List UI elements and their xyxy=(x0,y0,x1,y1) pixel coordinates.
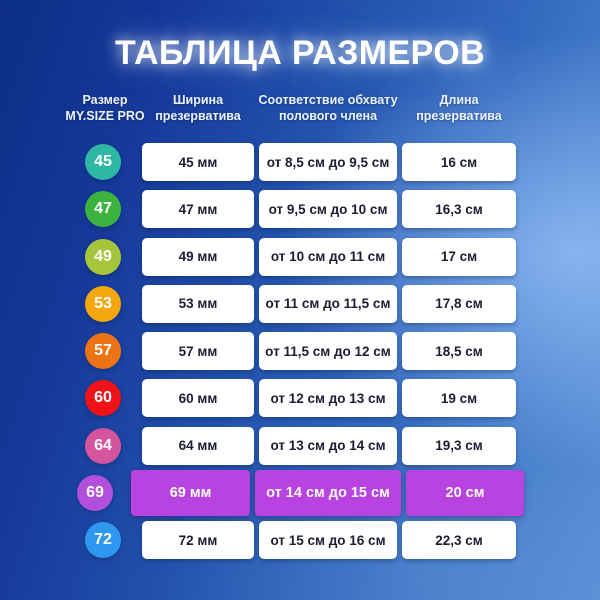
girth-cell: от 11,5 см до 12 см xyxy=(259,332,397,371)
table-row: 53 53 мм от 11 см до 11,5 см 17,8 см xyxy=(0,284,600,323)
width-cell: 57 мм xyxy=(142,332,254,371)
length-cell: 22,3 см xyxy=(402,521,516,560)
page-title: ТАБЛИЦА РАЗМЕРОВ xyxy=(114,34,486,72)
table-row: 72 72 мм от 15 см до 16 см 22,3 см xyxy=(0,521,600,560)
table-row: 57 57 мм от 11,5 см до 12 см 18,5 см xyxy=(0,332,600,371)
girth-cell: от 14 см до 15 см xyxy=(255,470,401,517)
size-badge: 57 xyxy=(85,333,121,370)
table-row: 45 45 мм от 8,5 см до 9,5 см 16 см xyxy=(0,143,600,181)
girth-cell: от 13 см до 14 см xyxy=(259,426,397,465)
width-cell: 47 мм xyxy=(142,190,254,229)
column-header-line: презерватива xyxy=(155,109,241,123)
length-cell: 18,5 см xyxy=(402,332,516,371)
column-header-line: полового члена xyxy=(278,109,378,123)
width-cell: 49 мм xyxy=(142,237,254,276)
size-badge: 60 xyxy=(85,380,121,417)
girth-cell: от 8,5 см до 9,5 см xyxy=(259,143,397,181)
column-header-line: Соответствие обхвату xyxy=(258,93,398,107)
length-cell: 17,8 см xyxy=(402,284,516,323)
column-header-girth: Соответствие обхвату полового члена xyxy=(248,92,408,124)
column-header-width: Ширина презерватива xyxy=(142,92,254,124)
width-cell: 69 мм xyxy=(131,470,250,517)
width-cell: 45 мм xyxy=(142,143,254,181)
width-cell: 53 мм xyxy=(142,284,254,323)
column-header-line: Размер xyxy=(82,93,128,107)
column-header-length: Длина презерватива xyxy=(395,92,523,124)
girth-cell: от 12 см до 13 см xyxy=(259,379,397,418)
length-cell: 17 см xyxy=(402,237,516,276)
girth-cell: от 9,5 см до 10 см xyxy=(259,190,397,229)
column-header-line: MY.SIZE PRO xyxy=(65,109,145,123)
girth-cell: от 15 см до 16 см xyxy=(259,521,397,560)
length-cell: 16,3 см xyxy=(402,190,516,229)
table-row: 47 47 мм от 9,5 см до 10 см 16,3 см xyxy=(0,190,600,229)
size-badge: 49 xyxy=(85,238,121,275)
table-row: 64 64 мм от 13 см до 14 см 19,3 см xyxy=(0,426,600,465)
table-row: 69 69 мм от 14 см до 15 см 20 см xyxy=(0,470,600,517)
column-header-line: презерватива xyxy=(416,109,502,123)
girth-cell: от 10 см до 11 см xyxy=(259,237,397,276)
width-cell: 64 мм xyxy=(142,426,254,465)
table-row: 49 49 мм от 10 см до 11 см 17 см xyxy=(0,237,600,276)
length-cell: 19,3 см xyxy=(402,426,516,465)
column-header-size: Размер MY.SIZE PRO xyxy=(48,92,162,124)
table-header: Размер MY.SIZE PRO Ширина презерватива С… xyxy=(0,92,600,132)
size-badge: 45 xyxy=(85,144,121,180)
table-row: 60 60 мм от 12 см до 13 см 19 см xyxy=(0,379,600,418)
width-cell: 60 мм xyxy=(142,379,254,418)
length-cell: 19 см xyxy=(402,379,516,418)
width-cell: 72 мм xyxy=(142,521,254,560)
length-cell: 20 см xyxy=(406,470,524,517)
size-badge: 53 xyxy=(85,285,121,322)
size-badge: 69 xyxy=(77,475,113,512)
girth-cell: от 11 см до 11,5 см xyxy=(259,284,397,323)
size-badge: 64 xyxy=(85,427,121,464)
size-table: 45 45 мм от 8,5 см до 9,5 см 16 см 47 47… xyxy=(0,143,600,568)
column-header-line: Ширина xyxy=(172,93,224,107)
size-badge: 72 xyxy=(85,522,121,559)
size-badge: 47 xyxy=(85,191,121,228)
length-cell: 16 см xyxy=(402,143,516,181)
column-header-line: Длина xyxy=(439,93,479,107)
